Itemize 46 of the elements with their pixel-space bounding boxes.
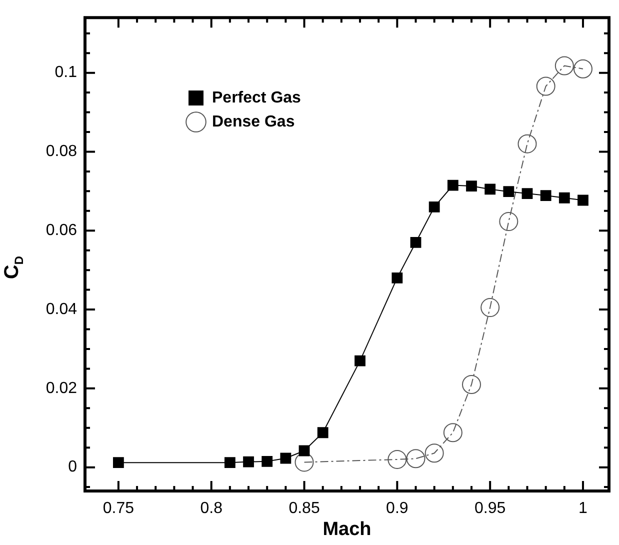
point xyxy=(484,184,496,195)
point xyxy=(428,202,440,212)
point xyxy=(294,452,314,472)
point xyxy=(280,452,292,464)
point xyxy=(558,192,570,204)
point xyxy=(424,444,444,463)
point xyxy=(410,237,422,248)
point xyxy=(224,457,236,468)
x-tick-label: 0.75 xyxy=(102,500,134,518)
x-tick-label: 1 xyxy=(578,500,588,518)
point xyxy=(447,180,458,191)
y-tick-label: 0.06 xyxy=(46,222,78,240)
point xyxy=(518,134,537,154)
point xyxy=(462,374,481,394)
point xyxy=(317,427,328,438)
legend-label: Dense Gas xyxy=(212,113,295,130)
point xyxy=(499,212,518,232)
point xyxy=(243,456,254,468)
point xyxy=(480,298,500,318)
point xyxy=(443,423,462,442)
point xyxy=(466,180,477,192)
y-tick-label: 0.02 xyxy=(46,380,78,397)
legend-label: Perfect Gas xyxy=(212,89,302,106)
point xyxy=(536,76,556,96)
y-tick-label: 0.1 xyxy=(54,64,78,82)
point xyxy=(554,56,574,76)
point xyxy=(354,355,366,366)
point xyxy=(578,194,588,206)
y-tick-label: 0.08 xyxy=(46,143,78,160)
x-tick-label: 0.8 xyxy=(200,500,223,518)
point xyxy=(262,456,273,467)
point xyxy=(298,445,310,456)
y-tick-label: 0.04 xyxy=(46,300,78,318)
point xyxy=(573,59,592,78)
point xyxy=(112,457,124,468)
y-tick-label: 0 xyxy=(68,458,78,476)
point xyxy=(392,272,403,284)
x-tick-label: 0.85 xyxy=(288,500,320,518)
point xyxy=(540,190,552,201)
x-axis-title: Mach xyxy=(322,518,372,540)
point xyxy=(503,186,514,198)
point xyxy=(406,449,426,468)
x-tick-label: 0.9 xyxy=(386,500,408,518)
x-tick-label: 0.95 xyxy=(474,500,506,518)
point xyxy=(388,450,407,469)
point xyxy=(522,188,533,199)
